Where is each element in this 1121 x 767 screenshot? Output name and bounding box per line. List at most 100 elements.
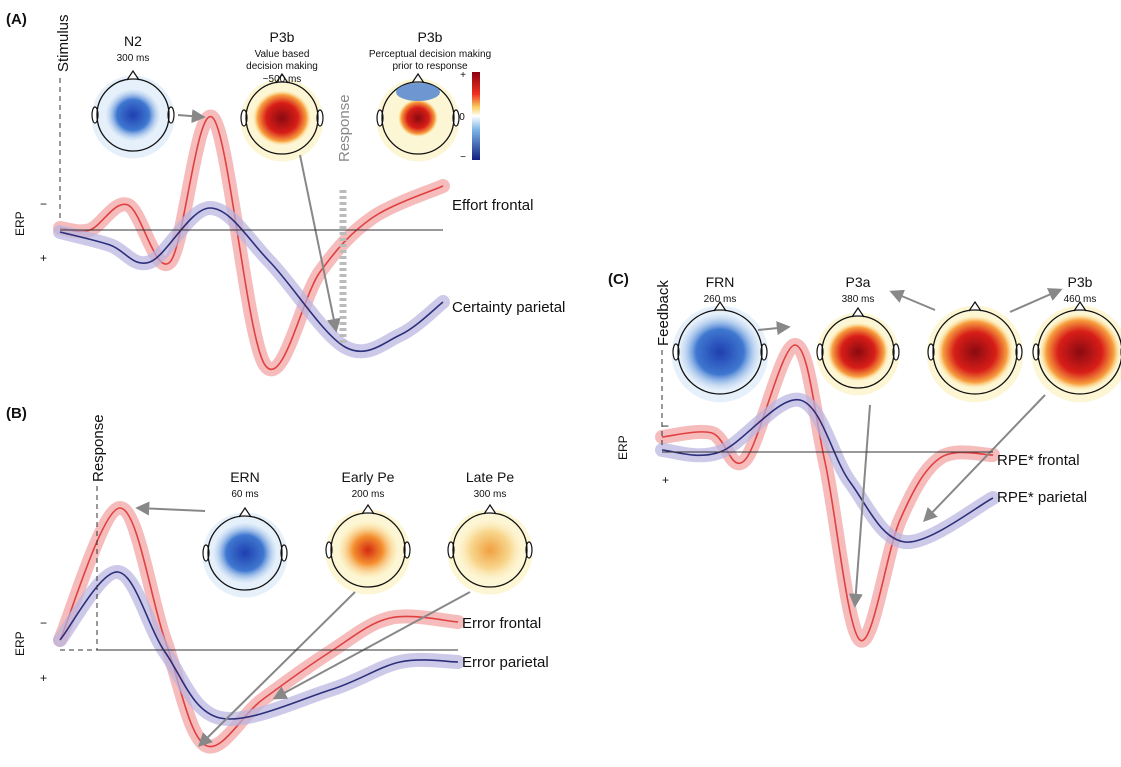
- colorbar-label: −: [460, 152, 466, 163]
- topo-ear: [927, 343, 935, 361]
- trace-label: RPE* parietal: [997, 489, 1087, 506]
- topo-map: [106, 89, 160, 141]
- topography: [202, 506, 288, 598]
- event-label: Feedback: [655, 280, 672, 346]
- topo-title: Early Pe: [342, 469, 395, 485]
- topo-note: prior to response: [392, 61, 467, 72]
- topo-map: [827, 322, 889, 382]
- topo-map: [937, 316, 1013, 388]
- topo-nose: [1073, 300, 1087, 312]
- arrow: [272, 591, 471, 700]
- topo-map: [398, 99, 438, 137]
- axis-negative: −: [662, 419, 669, 433]
- topo-latency: ~500 ms: [263, 74, 302, 85]
- topo-head: [1037, 309, 1121, 395]
- topo-map: [213, 523, 277, 583]
- axis-positive: +: [662, 473, 669, 487]
- axis-negative: −: [40, 197, 47, 211]
- topo-nose: [238, 506, 252, 518]
- trace: [59, 571, 459, 720]
- topo-title: Late Pe: [466, 469, 514, 485]
- topo-head: [677, 309, 763, 395]
- arrow: [299, 154, 341, 333]
- topography: [447, 503, 533, 595]
- arrow: [757, 321, 791, 336]
- topo-nose: [968, 300, 982, 312]
- topo-ear: [892, 343, 900, 361]
- topography: [926, 300, 1024, 403]
- trace-label: Certainty parietal: [452, 299, 565, 316]
- topo-note: Value based: [255, 49, 310, 60]
- topography: [671, 300, 769, 403]
- topo-latency: 300 ms: [117, 53, 150, 64]
- topo-head: [932, 309, 1018, 395]
- topo-ear: [167, 106, 175, 124]
- topo-latency: 260 ms: [704, 294, 737, 305]
- topo-title: P3b: [270, 29, 295, 45]
- colorbar-label: 0: [459, 112, 465, 123]
- topo-note: Perceptual decision making: [369, 49, 491, 60]
- topo-head: [821, 315, 895, 389]
- topo-ear: [280, 544, 288, 562]
- topo-ear: [1015, 343, 1023, 361]
- topo-ear: [525, 541, 533, 559]
- topo-map: [396, 83, 440, 101]
- colorbar: [472, 72, 480, 160]
- trace-label: Error frontal: [462, 615, 541, 632]
- topo-nose: [126, 69, 140, 81]
- topography: [325, 503, 411, 595]
- colorbar-label: +: [460, 70, 466, 81]
- axis-label: ERP: [13, 211, 27, 236]
- topo-head: [207, 515, 283, 591]
- trace-label: Error parietal: [462, 654, 549, 671]
- axis-label: ERP: [616, 435, 630, 460]
- topo-title: ERN: [230, 469, 260, 485]
- axis-positive: +: [40, 251, 47, 265]
- arrow: [848, 404, 871, 608]
- trace-label: Effort frontal: [452, 197, 533, 214]
- topo-head: [381, 81, 455, 155]
- topography: [91, 69, 175, 159]
- axis-negative: −: [40, 616, 47, 630]
- trace: [661, 344, 994, 642]
- topo-title: FRN: [706, 274, 735, 290]
- topo-nose: [851, 306, 865, 318]
- topo-title: P3b: [1068, 274, 1093, 290]
- topo-note: decision making: [246, 61, 318, 72]
- topo-head: [245, 81, 319, 155]
- topo-ear: [1032, 343, 1040, 361]
- event-label: Response: [90, 414, 107, 482]
- topo-head: [452, 512, 528, 588]
- topo-latency: 300 ms: [474, 489, 507, 500]
- arrow: [135, 501, 206, 516]
- panel-label: (A): [6, 11, 27, 28]
- topo-ear: [325, 541, 333, 559]
- topo-ear: [376, 109, 384, 127]
- topo-ear: [447, 541, 455, 559]
- topo-latency: 460 ms: [1064, 294, 1097, 305]
- topography: [816, 306, 900, 396]
- panel-label: (B): [6, 405, 27, 422]
- topography: [240, 72, 324, 162]
- trace: [59, 115, 444, 370]
- panel-label: (C): [608, 271, 629, 288]
- topo-head: [96, 78, 170, 152]
- topo-nose: [361, 503, 375, 515]
- topo-latency: 60 ms: [231, 489, 258, 500]
- trace-label: RPE* frontal: [997, 452, 1080, 469]
- topo-ear: [672, 343, 680, 361]
- topo-latency: 380 ms: [842, 294, 875, 305]
- arrow: [1009, 288, 1063, 313]
- arrow: [889, 289, 936, 311]
- topo-title: P3b: [418, 29, 443, 45]
- topo-map: [680, 314, 760, 390]
- topo-nose: [483, 503, 497, 515]
- topo-ear: [452, 109, 460, 127]
- topo-title: N2: [124, 33, 142, 49]
- topo-nose: [713, 300, 727, 312]
- topo-nose: [411, 72, 425, 84]
- arrow: [198, 591, 356, 747]
- topography: [376, 72, 460, 162]
- topo-map: [1040, 314, 1120, 390]
